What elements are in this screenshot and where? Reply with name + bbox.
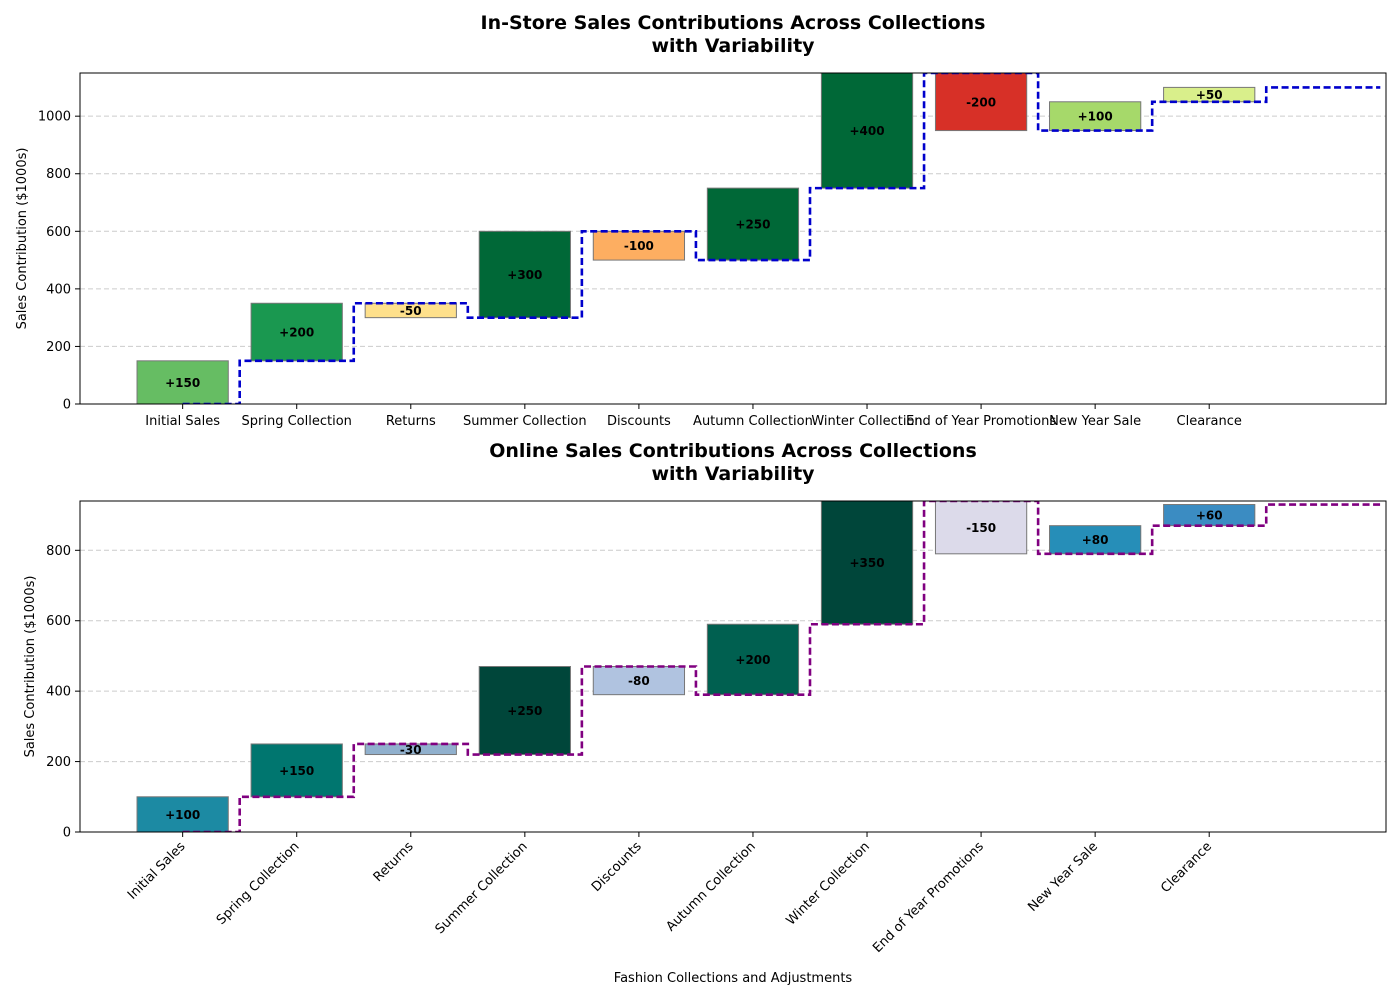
waterfall-bar [1163, 86, 1256, 103]
chart-title-line: In-Store Sales Contributions Across Coll… [481, 12, 986, 34]
bar-value-label: +200 [279, 326, 314, 340]
x-tick-label: Initial Sales [145, 414, 220, 429]
waterfall-bar [136, 360, 229, 404]
waterfall-bar [820, 501, 914, 625]
waterfall-bar [136, 796, 229, 832]
chart-title-line: with Variability [651, 35, 815, 57]
cumulative-step-line [182, 73, 1381, 404]
waterfall-bar [592, 666, 686, 696]
waterfall-bar [934, 73, 1028, 132]
chart-title-line: with Variability [651, 463, 815, 485]
x-tick-label: New Year Sale [1049, 414, 1141, 429]
y-tick-label: 1000 [38, 110, 71, 125]
waterfall-bar [934, 501, 1028, 555]
waterfall-bar [478, 666, 571, 756]
y-tick-label: 0 [63, 826, 71, 841]
x-tick-label: Returns [371, 839, 417, 885]
waterfall-bar [1049, 525, 1142, 555]
axes-frame [79, 500, 1387, 833]
bar-value-label: +60 [1196, 509, 1223, 523]
waterfall-bar [250, 302, 343, 362]
y-tick-label: 800 [46, 167, 71, 182]
x-tick-label: New Year Sale [1025, 839, 1101, 915]
bar-value-label: +300 [507, 268, 542, 282]
x-tick-label: Winter Collection [811, 414, 922, 429]
chart-title-line: Online Sales Contributions Across Collec… [489, 440, 977, 462]
x-tick-label: Clearance [1158, 839, 1215, 896]
y-tick-label: 800 [46, 544, 71, 559]
y-tick-label: 600 [46, 614, 71, 629]
x-tick-label: End of Year Promotions [906, 414, 1056, 429]
plot-area: +100 +150 -30 +250 -80 +200 +350 -150 +80 +60 [136, 501, 1381, 832]
x-tick-label: Discounts [607, 414, 671, 429]
plot-area: +150 +200 -50 +300 -100 +250 +400 -200 +100 +50 [136, 73, 1381, 404]
x-tick-label: Summer Collection [463, 414, 587, 429]
waterfall-bar [478, 230, 571, 319]
y-tick-label: 200 [46, 755, 71, 770]
bar-value-label: +80 [1082, 533, 1109, 547]
online-waterfall-chart: Online Sales Contributions Across Collec… [23, 440, 1387, 986]
bar-value-label: -150 [966, 521, 996, 535]
x-tick-label: Clearance [1177, 414, 1242, 429]
x-tick-label: Returns [386, 414, 436, 429]
x-tick-label: Discounts [589, 839, 645, 895]
x-tick-label: Summer Collection [433, 839, 531, 937]
bar-value-label: -30 [400, 743, 422, 757]
bar-value-label: +250 [507, 704, 542, 718]
x-tick-label: Winter Collection [784, 839, 873, 928]
in-store-waterfall-chart: In-Store Sales Contributions Across Coll… [15, 12, 1387, 429]
bar-value-label: -200 [966, 95, 996, 109]
x-axis-label: Fashion Collections and Adjustments [614, 971, 853, 986]
waterfall-bar [1049, 101, 1142, 132]
axes-frame [79, 72, 1387, 405]
waterfall-bar [250, 743, 343, 798]
y-axis-label: Sales Contribution ($1000s) [15, 148, 30, 330]
bar-value-label: +150 [279, 764, 314, 778]
bar-value-label: +50 [1196, 88, 1223, 102]
waterfall-bar [820, 73, 914, 189]
bar-value-label: +350 [849, 556, 884, 570]
x-tick-label: Autumn Collection [663, 839, 758, 934]
cumulative-step-line [182, 501, 1381, 832]
x-tick-label: Initial Sales [125, 839, 189, 903]
bar-value-label: -50 [400, 304, 422, 318]
y-tick-label: 0 [63, 398, 71, 413]
bar-value-label: +150 [165, 376, 200, 390]
y-tick-label: 400 [46, 685, 71, 700]
bar-value-label: +400 [849, 124, 884, 138]
bar-value-label: +200 [735, 653, 770, 667]
x-tick-label: End of Year Promotions [870, 839, 987, 956]
y-axis-label: Sales Contribution ($1000s) [23, 576, 38, 758]
x-tick-label: Spring Collection [242, 414, 352, 429]
waterfall-bar [592, 230, 686, 261]
bar-value-label: -80 [628, 674, 650, 688]
bar-value-label: +100 [1078, 110, 1113, 124]
bar-value-label: +100 [165, 808, 200, 822]
bar-value-label: +250 [735, 218, 770, 232]
y-tick-label: 200 [46, 340, 71, 355]
x-tick-label: Autumn Collection [693, 414, 813, 429]
y-tick-label: 600 [46, 225, 71, 240]
bar-value-label: -100 [624, 239, 654, 253]
y-tick-label: 400 [46, 282, 71, 297]
waterfall-bar [706, 623, 800, 696]
x-tick-label: Spring Collection [214, 839, 303, 928]
